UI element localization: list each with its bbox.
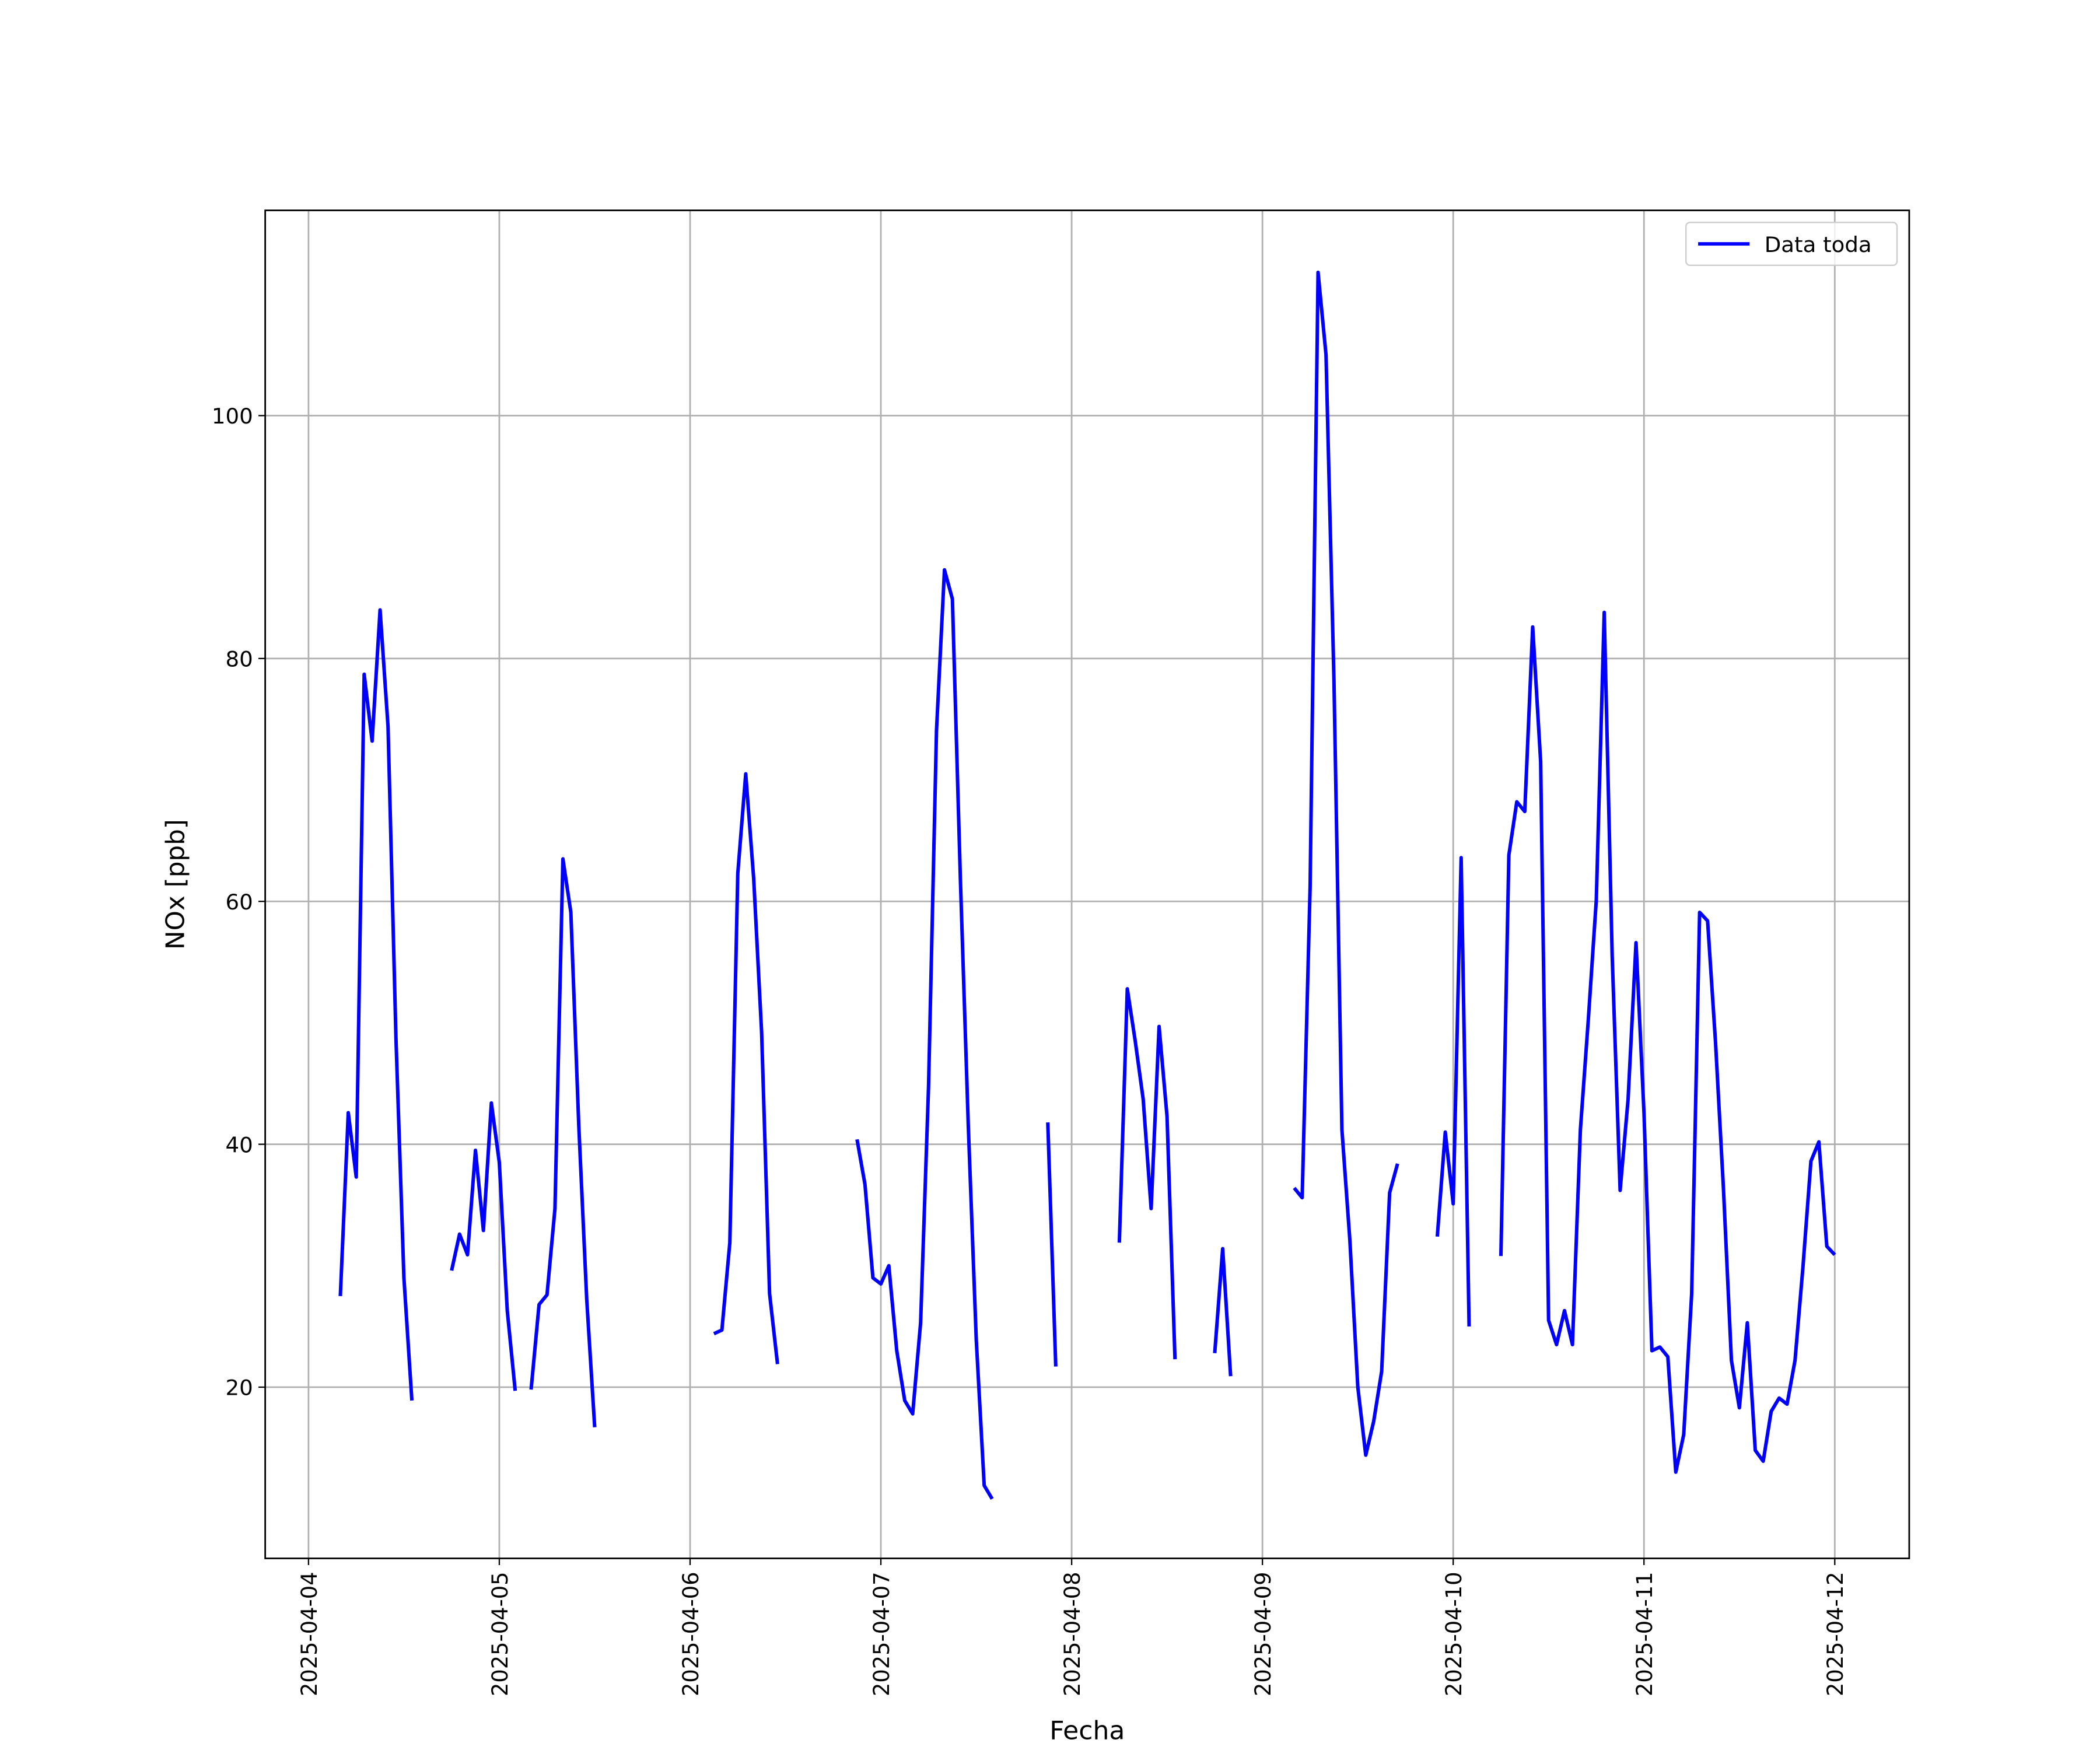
data-line <box>338 270 1836 1500</box>
data <box>338 270 1836 1500</box>
x-tick-label: 2025-04-04 <box>297 1572 322 1696</box>
y-tick-label: 100 <box>212 404 253 429</box>
x-tick-label: 2025-04-08 <box>1060 1572 1085 1696</box>
plot-frame <box>264 209 1910 1559</box>
x-tick-label: 2025-04-10 <box>1441 1572 1466 1696</box>
y-tick-label: 20 <box>226 1376 253 1401</box>
y-tick-label: 40 <box>226 1133 253 1158</box>
legend-label: Data toda <box>1765 232 1872 257</box>
y-axis-label: NOx [ppb] <box>160 819 190 950</box>
x-tick-label: 2025-04-09 <box>1251 1572 1276 1696</box>
x-tick-label: 2025-04-05 <box>488 1572 513 1696</box>
x-tick-label: 2025-04-06 <box>678 1572 704 1696</box>
x-axis-label: Fecha <box>1049 1716 1125 1746</box>
legend-box <box>1685 222 1898 266</box>
x-tick-label: 2025-04-12 <box>1823 1572 1848 1696</box>
y-tick-label: 80 <box>226 647 253 672</box>
x-tick-label: 2025-04-11 <box>1632 1572 1657 1696</box>
x-tick-label: 2025-04-07 <box>869 1572 894 1696</box>
y-tick-label: 60 <box>226 890 253 915</box>
grid <box>265 210 1909 1559</box>
legend: Data toda <box>1685 222 1898 266</box>
